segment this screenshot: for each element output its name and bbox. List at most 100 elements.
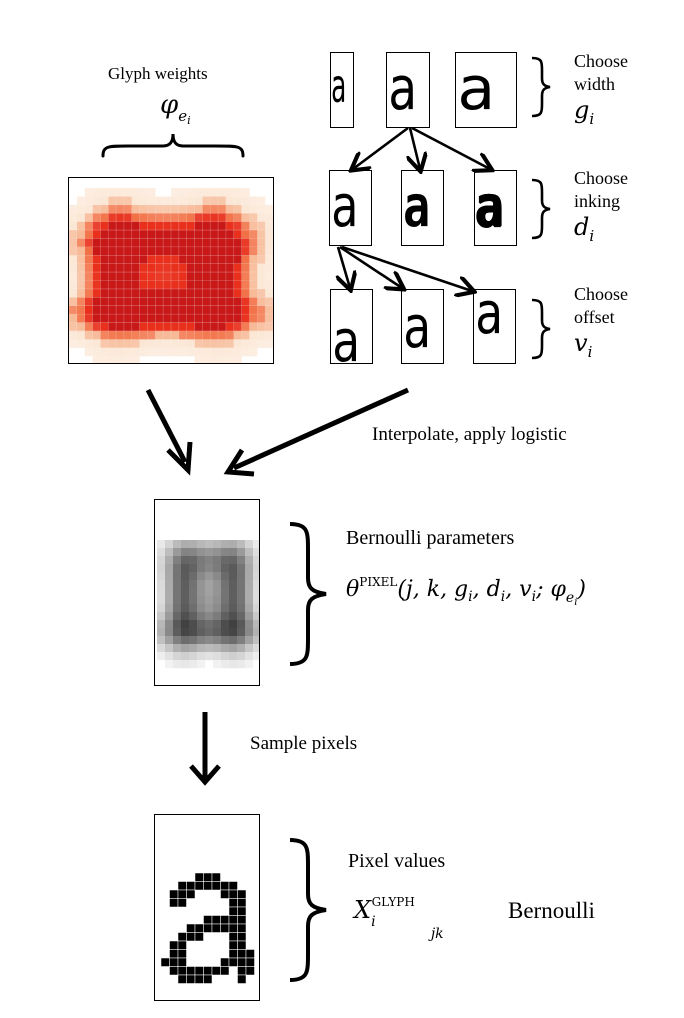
pixel-cell xyxy=(265,280,274,290)
pixel-cell xyxy=(237,596,246,605)
pixel-cell xyxy=(225,305,235,315)
pixel-cell xyxy=(181,644,190,653)
pixel-cell xyxy=(155,272,164,281)
pixel-cell xyxy=(76,213,85,222)
pixel-cell xyxy=(123,230,133,239)
pixel-cell xyxy=(203,881,213,891)
pixel-cell xyxy=(92,272,101,281)
tree-arrows xyxy=(320,126,540,300)
pixel-cell xyxy=(194,272,203,281)
pixel-cell xyxy=(249,347,258,357)
pixel-cell xyxy=(218,280,227,290)
pixel-cell xyxy=(245,660,254,669)
pixel-cell xyxy=(194,238,203,248)
pixel-cell xyxy=(213,540,222,549)
pixel-cell xyxy=(194,347,203,357)
pixel-cell xyxy=(186,196,195,206)
pixel-cell xyxy=(123,322,133,332)
bernoulli-params-brace xyxy=(289,522,327,666)
pixel-cell xyxy=(237,915,247,925)
pixel-cell xyxy=(163,255,172,264)
pixel-cell xyxy=(108,263,117,273)
pixel-cell xyxy=(249,255,258,264)
pixel-cell xyxy=(228,898,238,908)
pixel-cell xyxy=(229,556,238,565)
pixel-cell xyxy=(178,330,187,340)
pixel-cell xyxy=(108,196,117,206)
pixel-cell xyxy=(131,255,140,264)
pixel-cell xyxy=(100,297,109,307)
pixel-cell xyxy=(178,339,187,349)
pixel-cell xyxy=(221,644,230,653)
pixel-cell xyxy=(221,596,230,605)
pixel-cell xyxy=(171,230,180,239)
pixel-cell xyxy=(92,196,101,206)
pixel-cell xyxy=(229,596,238,605)
pixel-cell xyxy=(213,556,222,565)
pixel-cell xyxy=(210,347,219,357)
pixel-cell xyxy=(228,923,238,933)
pixel-cell xyxy=(218,238,227,248)
pixel-cell xyxy=(177,881,187,891)
pixel-cell xyxy=(202,314,211,323)
pixel-cell xyxy=(225,322,235,332)
pixel-cell xyxy=(205,564,214,573)
pixel-cell xyxy=(237,652,246,661)
pixel-cell xyxy=(171,330,180,340)
pixel-cell xyxy=(210,297,219,307)
pixel-cell xyxy=(116,297,125,307)
pixel-cell xyxy=(245,628,254,637)
pixel-cell xyxy=(100,204,109,214)
pixel-cell xyxy=(241,204,250,214)
pixel-cell xyxy=(92,288,101,298)
pixel-cell xyxy=(194,196,203,206)
pixel-cell xyxy=(218,246,227,256)
pixel-cell xyxy=(108,330,117,340)
pixel-cell xyxy=(163,339,172,349)
pixel-cell xyxy=(229,620,238,629)
pixel-cell xyxy=(157,564,166,573)
pixel-cell xyxy=(84,196,93,206)
pixel-cell xyxy=(131,347,140,357)
pixel-cell xyxy=(69,272,78,281)
pixel-cell xyxy=(163,204,172,214)
pixel-cell xyxy=(131,305,140,315)
pixel-cell xyxy=(213,620,222,629)
pixel-cell xyxy=(186,280,195,290)
pixel-cell xyxy=(189,612,198,621)
pixel-cell xyxy=(186,966,196,976)
pixel-cell xyxy=(139,196,148,206)
pixel-cell xyxy=(92,221,101,231)
pixel-cell xyxy=(221,628,230,637)
pixel-cell xyxy=(197,604,206,613)
pixel-cell xyxy=(147,339,156,349)
pixel-cell xyxy=(189,636,198,645)
pixel-cell xyxy=(76,255,85,264)
pixel-cell xyxy=(131,221,140,231)
pixel-cell xyxy=(171,196,180,206)
pixel-cell xyxy=(171,288,180,298)
pixel-cell xyxy=(169,940,179,950)
pixel-cell xyxy=(237,898,247,908)
pixel-cell xyxy=(139,322,148,332)
pixel-cell xyxy=(228,906,238,916)
pixel-cell xyxy=(253,596,262,605)
pixel-cell xyxy=(131,213,140,222)
pixel-cell xyxy=(178,347,187,357)
pixel-cell xyxy=(84,288,93,298)
pixel-cell xyxy=(257,263,266,273)
pixel-cell xyxy=(181,628,190,637)
pixel-cell xyxy=(189,548,198,557)
pixel-cell xyxy=(194,932,204,942)
pixel-cell xyxy=(173,652,182,661)
pixel-cell xyxy=(131,288,140,298)
pixel-cell xyxy=(116,255,125,264)
pixel-cell xyxy=(76,339,85,349)
pixel-cell xyxy=(202,204,211,214)
pixel-cell xyxy=(194,339,203,349)
pixel-cell xyxy=(173,628,182,637)
pixel-cell xyxy=(131,188,140,197)
pixel-cell xyxy=(197,580,206,589)
pixel-cell xyxy=(210,330,219,340)
pixel-cell xyxy=(147,246,156,256)
